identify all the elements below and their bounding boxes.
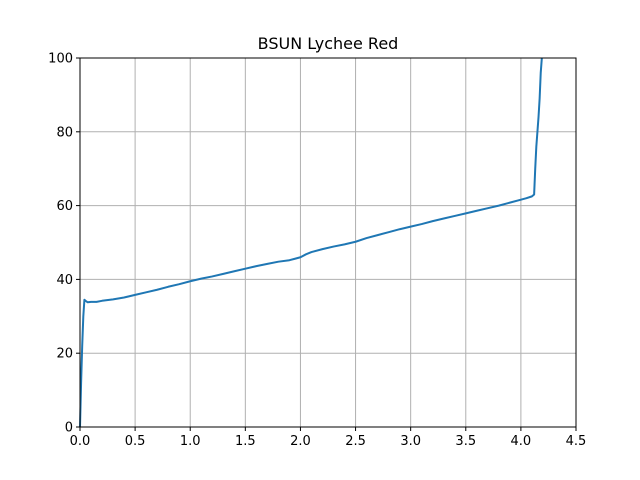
x-tick-label: 0.0 [70, 434, 91, 449]
x-tick-label: 1.5 [235, 434, 256, 449]
y-tick-label: 100 [48, 52, 73, 67]
ticks-layer: 0.0 0.5 1.0 1.5 2.0 2.5 3.0 3.5 4.0 4.5 0 20 40 60 80 1… [48, 52, 586, 450]
x-tick-label: 3.5 [455, 434, 476, 449]
chart-title: BSUN Lychee Red [258, 34, 399, 53]
x-tick-label: 3.0 [400, 434, 421, 449]
axes-frame [79, 57, 577, 428]
series-line [79, 57, 543, 428]
x-tick-label: 4.5 [566, 434, 587, 449]
series-layer [79, 57, 543, 428]
y-tick-label: 20 [56, 347, 73, 362]
grid-layer [79, 57, 577, 428]
x-tick-label: 0.5 [125, 434, 146, 449]
y-tick-label: 80 [56, 125, 73, 140]
y-tick-label: 0 [65, 421, 73, 436]
x-tick-label: 2.5 [345, 434, 366, 449]
x-tick-label: 4.0 [511, 434, 532, 449]
y-tick-label: 60 [56, 199, 73, 214]
x-tick-label: 1.0 [180, 434, 201, 449]
x-tick-label: 2.0 [290, 434, 311, 449]
y-tick-label: 40 [56, 273, 73, 288]
